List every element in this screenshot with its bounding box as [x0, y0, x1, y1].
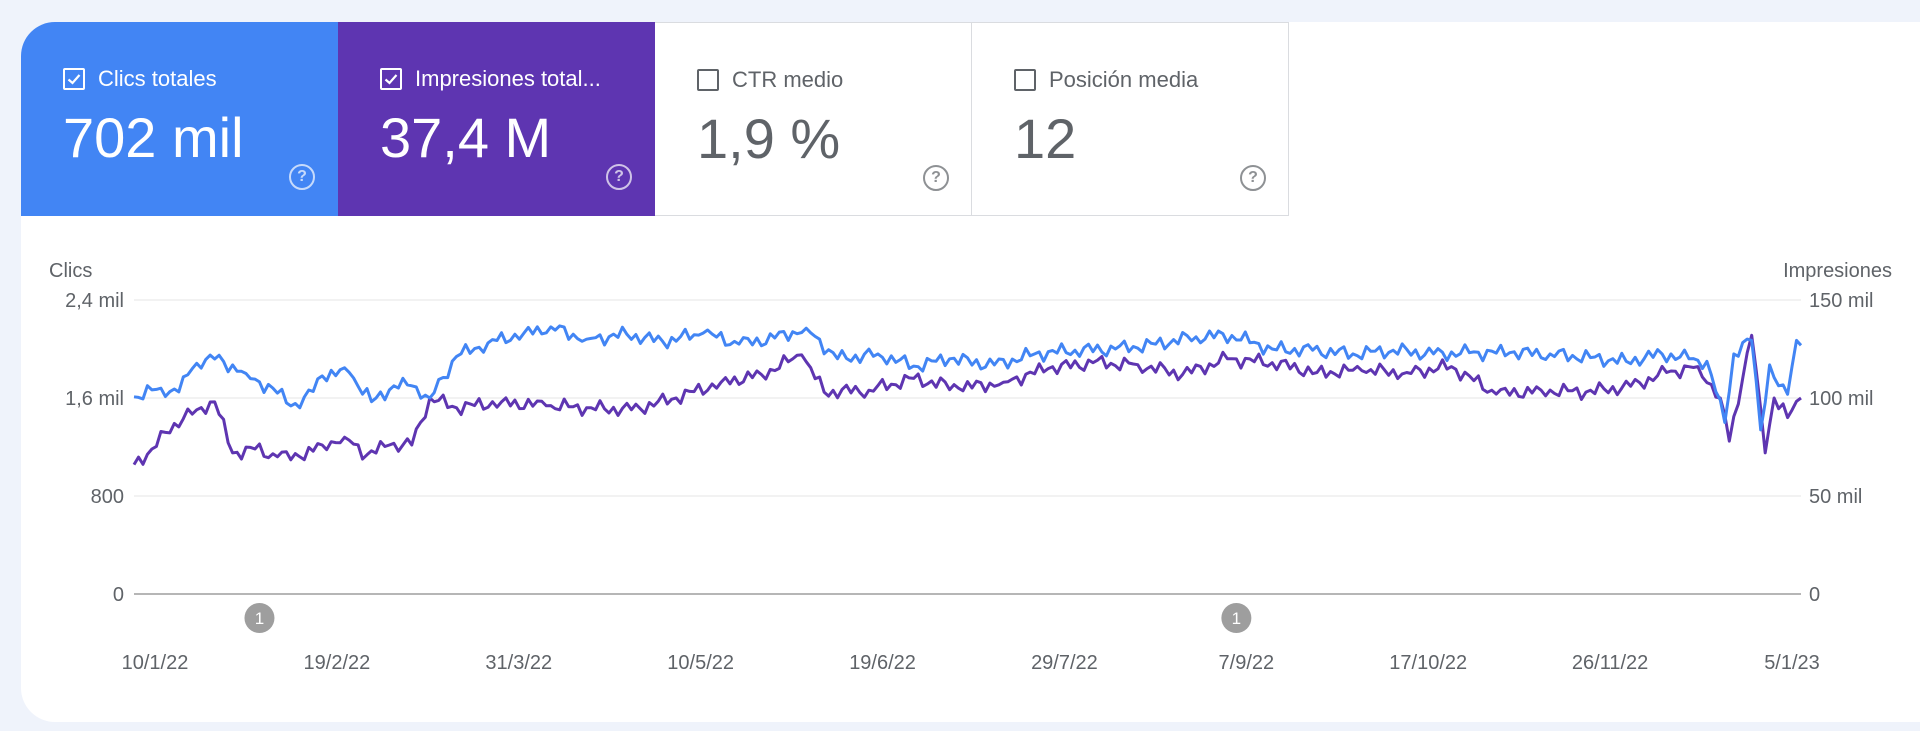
metric-card-ctr[interactable]: CTR medio 1,9 % ?	[655, 22, 972, 216]
annotation-label: 1	[1232, 609, 1241, 628]
annotation-label: 1	[255, 609, 264, 628]
left-axis-title: Clics	[49, 260, 92, 282]
metric-card-position[interactable]: Posición media 12 ?	[972, 22, 1289, 216]
metric-card-impressions[interactable]: Impresiones total... 37,4 M ?	[338, 22, 655, 216]
metric-value: 1,9 %	[697, 107, 841, 170]
metric-label: Impresiones total...	[415, 66, 601, 91]
x-tick-label: 10/5/22	[667, 652, 734, 674]
x-tick-label: 10/1/22	[122, 652, 189, 674]
metric-card-clicks[interactable]: Clics totales 702 mil ?	[21, 22, 338, 216]
x-tick-label: 7/9/22	[1219, 652, 1275, 674]
checkbox-icon[interactable]	[380, 68, 402, 90]
series-line-impresiones	[132, 333, 1802, 466]
right-axis-title: Impresiones	[1783, 260, 1892, 282]
metric-label: Clics totales	[98, 66, 217, 91]
series-line-clics	[133, 324, 1803, 432]
x-tick-label: 5/1/23	[1764, 652, 1820, 674]
x-tick-label: 29/7/22	[1031, 652, 1098, 674]
metric-value: 37,4 M	[380, 106, 552, 169]
checkbox-icon[interactable]	[697, 69, 719, 91]
x-tick-label: 19/2/22	[304, 652, 371, 674]
metric-value: 702 mil	[63, 106, 244, 169]
annotation-marker[interactable]: 1	[1221, 603, 1252, 633]
checkbox-icon[interactable]	[1014, 69, 1036, 91]
left-tick-label: 1,6 mil	[65, 388, 124, 410]
x-tick-label: 19/6/22	[849, 652, 916, 674]
checkbox-icon[interactable]	[63, 68, 85, 90]
right-tick-label: 0	[1809, 584, 1820, 606]
performance-card: Clics totales 702 mil ? Impresiones tota…	[21, 22, 1920, 722]
left-tick-label: 2,4 mil	[65, 290, 124, 312]
left-tick-label: 0	[113, 584, 124, 606]
right-tick-label: 50 mil	[1809, 486, 1862, 508]
left-tick-label: 800	[91, 486, 124, 508]
metric-tabs: Clics totales 702 mil ? Impresiones tota…	[21, 22, 1289, 216]
metric-label: CTR medio	[732, 67, 844, 92]
help-circle-icon[interactable]: ?	[289, 164, 315, 190]
metric-label: Posición media	[1049, 67, 1199, 92]
right-tick-label: 100 mil	[1809, 388, 1873, 410]
metric-value: 12	[1014, 107, 1077, 170]
annotation-marker[interactable]: 1	[244, 603, 275, 633]
x-tick-label: 26/11/22	[1572, 652, 1648, 674]
x-tick-label: 31/3/22	[485, 652, 552, 674]
right-tick-label: 150 mil	[1809, 290, 1873, 312]
help-circle-icon[interactable]: ?	[606, 164, 632, 190]
x-tick-label: 17/10/22	[1389, 652, 1467, 674]
help-circle-icon[interactable]: ?	[923, 165, 949, 191]
help-circle-icon[interactable]: ?	[1240, 165, 1266, 191]
